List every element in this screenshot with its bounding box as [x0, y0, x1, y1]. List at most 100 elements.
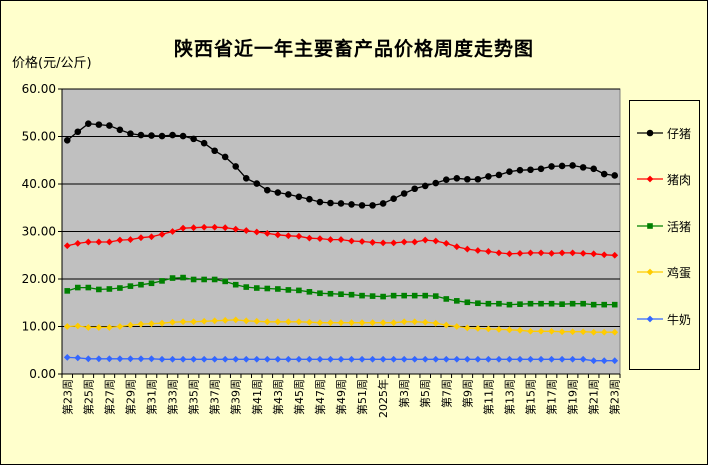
data-point — [253, 285, 260, 291]
data-point — [432, 179, 440, 187]
x-tick-label: 第37周 — [208, 379, 222, 415]
data-point — [327, 290, 334, 297]
data-point — [453, 323, 461, 330]
data-point — [558, 162, 566, 170]
data-point — [63, 323, 71, 330]
legend-marker — [646, 129, 654, 137]
x-tick-label: 第13周 — [502, 379, 516, 415]
data-point — [454, 298, 460, 304]
x-tick-label: 第21周 — [587, 379, 601, 415]
data-point — [137, 320, 145, 328]
data-point — [484, 355, 492, 363]
x-tick-label: 第23周 — [608, 379, 622, 415]
data-point — [180, 274, 186, 281]
data-point — [358, 355, 366, 363]
data-point — [74, 354, 82, 362]
data-point — [527, 300, 534, 307]
x-tick-label: 第33周 — [166, 379, 180, 415]
x-tick-label: 第15周 — [524, 379, 538, 415]
data-point — [74, 239, 82, 247]
data-point — [569, 355, 577, 363]
x-tick-label: 第17周 — [545, 379, 559, 415]
data-point — [516, 355, 524, 363]
data-point — [380, 293, 386, 300]
data-point — [169, 318, 176, 326]
series-1 — [63, 223, 619, 259]
legend-marker — [646, 268, 654, 276]
data-point — [190, 355, 198, 363]
data-point — [263, 355, 271, 363]
data-point — [285, 191, 292, 198]
data-point — [95, 355, 103, 363]
y-tick-label: 0.00 — [29, 367, 56, 381]
data-point — [148, 320, 155, 328]
data-point — [506, 168, 513, 175]
data-point — [190, 318, 198, 326]
data-point — [221, 153, 229, 161]
data-point — [116, 323, 124, 330]
data-point — [348, 201, 355, 208]
series-0 — [63, 120, 619, 209]
data-point — [411, 185, 418, 193]
data-point — [190, 135, 197, 143]
data-point — [453, 243, 461, 251]
data-point — [453, 355, 461, 363]
data-point — [369, 355, 376, 363]
legend-swatch — [637, 175, 663, 183]
data-point — [306, 289, 313, 295]
data-point — [221, 224, 229, 232]
data-point — [495, 355, 503, 363]
data-point — [148, 355, 155, 363]
data-point — [316, 355, 324, 363]
data-point — [600, 170, 608, 178]
legend-swatch — [637, 268, 663, 276]
data-point — [442, 355, 450, 363]
legend-label: 仔猪 — [667, 127, 692, 141]
data-point — [548, 327, 555, 335]
data-point — [348, 355, 355, 363]
legend: 仔猪 猪肉 活猪 鸡蛋 牛奶 — [629, 100, 700, 370]
data-point — [190, 224, 198, 232]
data-point — [95, 238, 103, 246]
data-point — [464, 175, 471, 183]
x-tick-label: 第51周 — [355, 379, 369, 415]
data-point — [506, 326, 513, 334]
data-point — [474, 175, 482, 183]
data-point — [411, 292, 418, 299]
data-point — [442, 321, 450, 329]
data-point — [127, 355, 134, 363]
y-tick-label: 30.00 — [22, 225, 56, 239]
y-tick-label: 60.00 — [22, 82, 56, 96]
data-point — [400, 355, 408, 363]
data-point — [158, 319, 166, 327]
legend-label: 鸡蛋 — [667, 266, 692, 280]
data-point — [358, 202, 366, 209]
data-point — [590, 328, 598, 336]
data-point — [569, 249, 577, 257]
y-tick-label: 10.00 — [22, 320, 56, 334]
data-point — [316, 198, 324, 206]
data-point — [337, 355, 345, 363]
data-point — [548, 163, 555, 170]
y-axis-label: 价格(元/公斤) — [12, 56, 92, 71]
x-tick-label: 第23周 — [60, 379, 74, 415]
data-point — [463, 324, 471, 332]
data-point — [421, 236, 429, 244]
data-point — [422, 292, 429, 299]
data-point — [443, 296, 450, 302]
x-tick-label: 第19周 — [566, 379, 580, 415]
data-point — [463, 355, 471, 363]
series-4 — [63, 353, 619, 365]
data-point — [295, 318, 303, 326]
data-point — [442, 239, 450, 247]
data-point — [411, 318, 419, 326]
data-point — [506, 250, 513, 258]
data-point — [579, 249, 587, 257]
data-point — [148, 233, 155, 241]
data-point — [105, 238, 113, 246]
data-point — [327, 236, 334, 243]
data-point — [169, 275, 176, 281]
data-point — [506, 355, 513, 363]
data-point — [106, 122, 113, 129]
data-point — [369, 202, 376, 209]
